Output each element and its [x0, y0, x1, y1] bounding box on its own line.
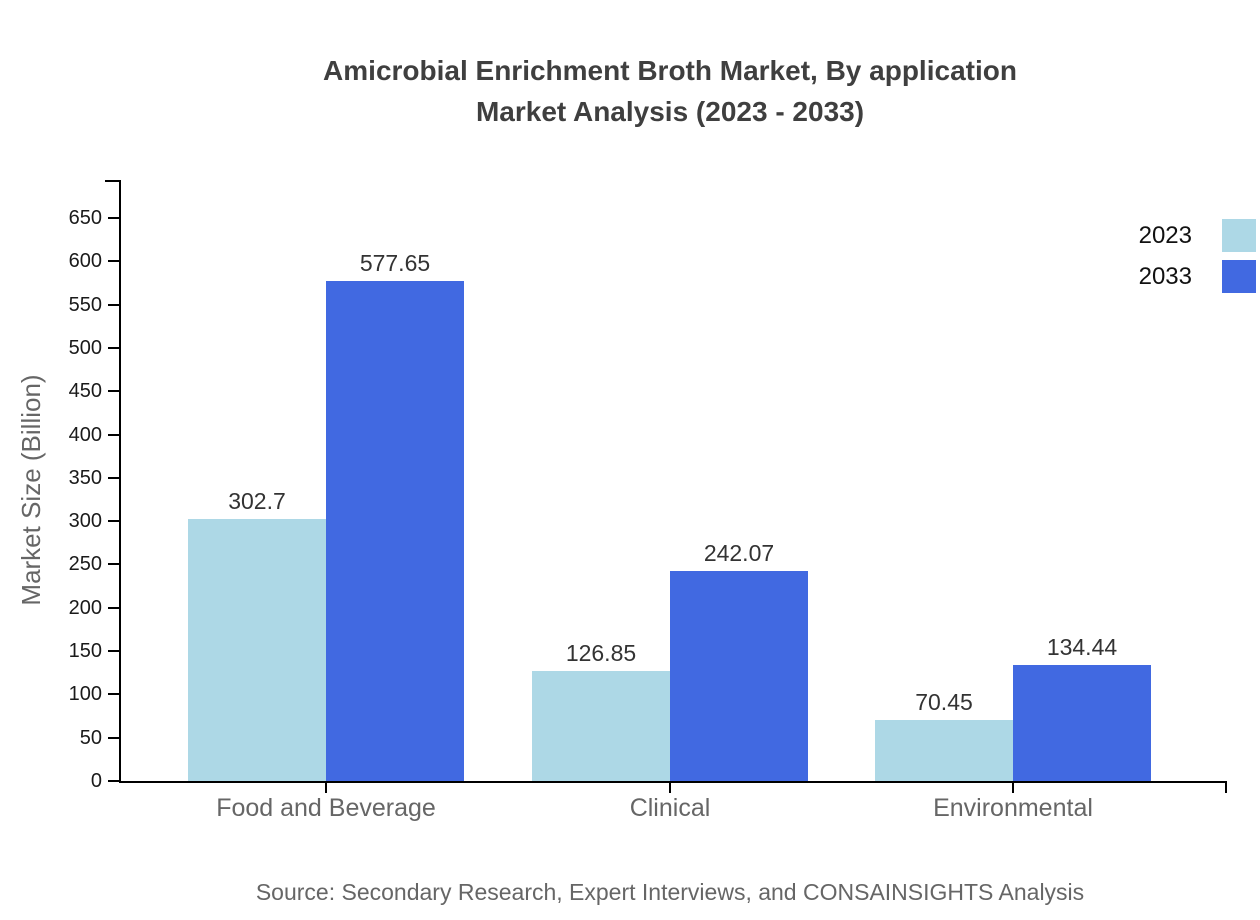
source-note: Source: Secondary Research, Expert Inter…	[255, 879, 1085, 905]
y-axis-line	[119, 180, 121, 783]
legend-item-2023: 2023	[1139, 219, 1256, 252]
y-tick-label: 250	[68, 553, 102, 576]
bar-2023-environmental	[875, 719, 1013, 781]
y-tick	[108, 693, 120, 696]
y-tick	[108, 476, 120, 479]
x-tick	[325, 783, 327, 793]
y-tick	[108, 346, 120, 349]
category-label-clinical: Clinical	[629, 794, 711, 822]
legend-swatch-2033	[1222, 260, 1256, 293]
y-tick-label: 600	[68, 250, 102, 273]
y-tick-label: 300	[68, 510, 102, 533]
y-tick	[108, 780, 120, 782]
y-tick-label: 150	[68, 640, 102, 663]
y-tick-label: 350	[68, 466, 102, 489]
y-tick	[108, 390, 120, 393]
bar-value-label-2033-food-and-beverage: 577.65	[359, 249, 431, 276]
y-tick-label: 0	[90, 770, 102, 792]
y-tick-label: 650	[68, 207, 102, 229]
legend-label-2033: 2033	[1138, 262, 1192, 290]
y-tick-label: 200	[68, 596, 102, 619]
chart-title-line1: Amicrobial Enrichment Broth Market, By a…	[323, 55, 1017, 86]
bar-2033-food-and-beverage	[326, 280, 464, 781]
y-tick	[108, 606, 120, 609]
y-tick-label: 550	[68, 293, 102, 316]
legend-label-2023: 2023	[1138, 221, 1192, 249]
legend-swatch-2023	[1222, 219, 1256, 252]
x-axis-end-tick	[1225, 781, 1227, 793]
y-tick	[108, 650, 120, 653]
y-tick-label: 500	[68, 336, 102, 359]
x-tick	[1012, 783, 1014, 793]
legend: 2023 2033	[1139, 219, 1256, 301]
bar-value-label-2033-clinical: 242.07	[703, 540, 775, 567]
y-tick-label: 400	[68, 423, 102, 446]
bar-2033-clinical	[670, 571, 808, 781]
bar-value-label-2033-environmental: 134.44	[1046, 633, 1118, 660]
chart-title-line2: Market Analysis (2023 - 2033)	[475, 96, 865, 127]
bar-2033-environmental	[1013, 664, 1151, 781]
y-tick	[108, 433, 120, 436]
y-tick-label: 450	[68, 380, 102, 403]
y-tick	[108, 303, 120, 306]
y-axis-end-tick	[105, 180, 120, 182]
bar-value-label-2023-food-and-beverage: 302.7	[228, 487, 286, 514]
category-label-environmental: Environmental	[933, 794, 1093, 822]
y-tick	[108, 520, 120, 523]
bar-2023-food-and-beverage	[188, 518, 326, 781]
legend-item-2033: 2033	[1139, 260, 1256, 293]
y-tick	[108, 563, 120, 566]
x-axis-line	[119, 781, 1227, 783]
y-tick-label: 50	[79, 726, 102, 749]
y-tick	[108, 217, 120, 219]
y-tick	[108, 260, 120, 263]
bar-value-label-2023-environmental: 70.45	[915, 688, 973, 715]
x-tick	[669, 783, 671, 793]
chart-title: Amicrobial Enrichment Broth Market, By a…	[80, 50, 1260, 132]
bar-value-label-2023-clinical: 126.85	[565, 640, 637, 667]
y-tick	[108, 736, 120, 739]
bar-2023-clinical	[532, 671, 670, 781]
y-tick-label: 100	[68, 683, 102, 706]
category-label-food-and-beverage: Food and Beverage	[216, 794, 436, 822]
